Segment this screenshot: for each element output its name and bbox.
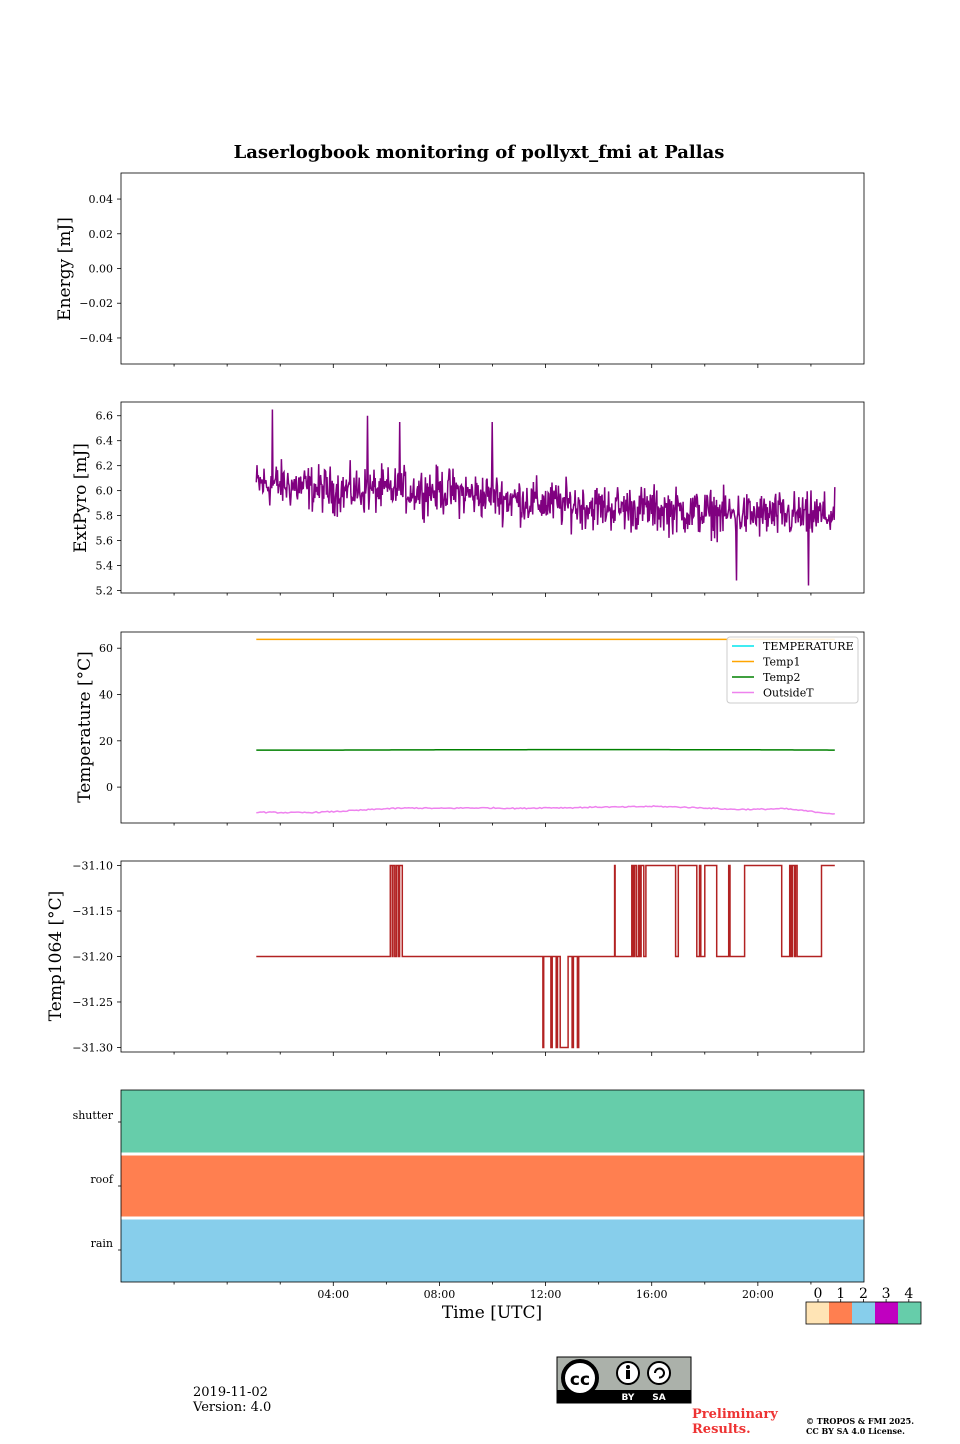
- temp1064-ytick-label: −31.20: [72, 951, 113, 964]
- by-person-body: [626, 1370, 630, 1379]
- temperature-ylabel: Temperature [°C]: [75, 651, 95, 803]
- energy-ylabel: Energy [mJ]: [55, 217, 75, 321]
- status-xtick-label: 16:00: [636, 1288, 668, 1301]
- temperature-ytick-label: 20: [99, 735, 113, 748]
- temp1064-ytick-label: −31.30: [72, 1041, 113, 1054]
- pyro-ytick-label: 6.4: [96, 435, 114, 448]
- temp1064-series-line: [256, 864, 835, 1049]
- legend-frame: [726, 636, 859, 704]
- colorbar-swatch-4: [898, 1302, 921, 1324]
- colorbar-label-2: 2: [859, 1286, 868, 1302]
- legend-label-outsidet: OutsideT: [763, 687, 814, 700]
- legend-label-temp1: Temp1: [763, 656, 800, 669]
- pyro-ytick-label: 5.4: [96, 560, 114, 573]
- status-row-label-rain: rain: [91, 1237, 113, 1250]
- energy-frame: [120, 172, 865, 365]
- status-xtick-label: 08:00: [424, 1288, 456, 1301]
- legend-label-temp2: Temp2: [763, 671, 800, 684]
- cc-by-label: BY: [622, 1393, 635, 1403]
- legend-label-temperature: TEMPERATURE: [763, 640, 854, 653]
- footer-version: Version: 4.0: [192, 1400, 271, 1415]
- temp1064-ylabel: Temp1064 [°C]: [46, 891, 66, 1022]
- pyro-series-line: [255, 409, 836, 586]
- pyro-ytick-label: 5.8: [96, 510, 114, 523]
- colorbar-swatch-2: [852, 1302, 875, 1324]
- status-xtick-label: 04:00: [317, 1288, 349, 1301]
- energy-panel: Energy [mJ] 0.04 0.02 0.00 −0.02 −0.04: [55, 172, 865, 368]
- cc-icon-letters: cc: [570, 1370, 590, 1390]
- temp1064-ytick-label: −31.15: [72, 905, 113, 918]
- by-person-head: [626, 1365, 630, 1369]
- temperature-legend: TEMPERATURE Temp1 Temp2 OutsideT: [726, 636, 859, 704]
- colorbar-label-0: 0: [814, 1286, 823, 1302]
- energy-ytick-label: −0.04: [79, 332, 113, 345]
- copyright-line1: © TROPOS & FMI 2025.: [806, 1416, 914, 1426]
- colorbar-label-3: 3: [882, 1286, 891, 1302]
- temp1064-ytick-label: −31.10: [72, 860, 113, 873]
- status-panel: shutter roof rain 04:00 08:00 12:00 16:00 20:00: [73, 1089, 865, 1301]
- status-row-roof: [121, 1154, 864, 1218]
- status-row-rain: [121, 1218, 864, 1282]
- sa-arrow-icon: [654, 1367, 665, 1379]
- temp1064-ytick-label: −31.25: [72, 996, 113, 1009]
- temperature-series-temp2: [256, 748, 835, 751]
- cc-by-sa-badge: cc BY SA: [556, 1356, 692, 1404]
- pyro-ytick-label: 5.2: [96, 585, 114, 598]
- pyro-ytick-label: 6.2: [96, 460, 114, 473]
- pyro-panel: ExtPyro [mJ] 5.2 5.4 5.6 5.8 6.0 6.2 6.4 6.6: [71, 401, 865, 598]
- status-xtick-label: 12:00: [530, 1288, 562, 1301]
- preliminary-line2: Results.: [692, 1422, 751, 1437]
- status-row-shutter: [121, 1090, 864, 1154]
- temperature-ytick-label: 40: [99, 689, 113, 702]
- energy-ytick-label: 0.00: [89, 263, 114, 276]
- energy-ytick-label: −0.02: [79, 297, 113, 310]
- sa-icon: [647, 1361, 671, 1385]
- chart-title: Laserlogbook monitoring of pollyxt_fmi a…: [234, 142, 725, 163]
- temperature-panel: Temperature [°C] 0 20 40 60 TEMPERATURE Temp1…: [75, 631, 865, 827]
- status-row-label-roof: roof: [90, 1173, 114, 1186]
- energy-ytick-label: 0.04: [89, 193, 114, 206]
- status-xtick-label: 20:00: [742, 1288, 774, 1301]
- colorbar-swatch-3: [875, 1302, 898, 1324]
- temperature-series-outsidet: [256, 804, 835, 815]
- pyro-ytick-label: 6.0: [96, 485, 114, 498]
- x-axis-label: Time [UTC]: [442, 1303, 542, 1323]
- colorbar-label-1: 1: [836, 1286, 845, 1302]
- colorbar-label-4: 4: [904, 1286, 913, 1302]
- preliminary-line1: Preliminary: [692, 1407, 778, 1422]
- colorbar-swatch-1: [829, 1302, 852, 1324]
- temperature-ytick-label: 60: [99, 642, 113, 655]
- footer-date: 2019-11-02: [193, 1385, 268, 1400]
- copyright-line2: CC BY SA 4.0 License.: [806, 1426, 905, 1436]
- temp1064-panel: Temp1064 [°C] −31.10 −31.15 −31.20 −31.25 −3…: [46, 860, 865, 1056]
- pyro-ytick-label: 5.6: [96, 535, 114, 548]
- cc-sa-label: SA: [652, 1393, 665, 1403]
- colorbar-swatch-0: [806, 1302, 829, 1324]
- status-row-label-shutter: shutter: [73, 1109, 114, 1122]
- cc-icon: [561, 1359, 599, 1397]
- pyro-ylabel: ExtPyro [mJ]: [71, 443, 91, 553]
- pyro-ytick-label: 6.6: [96, 410, 114, 423]
- energy-ytick-label: 0.02: [89, 228, 114, 241]
- temperature-ytick-label: 0: [106, 781, 113, 794]
